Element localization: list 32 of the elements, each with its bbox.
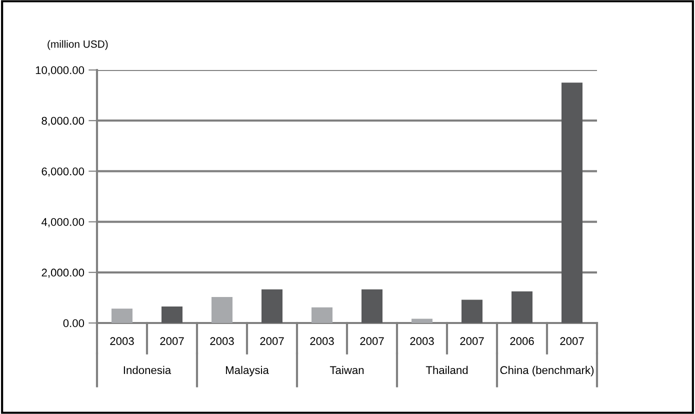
text: China (benchmark) [500,366,594,376]
x-tick-label: 2003 [210,337,234,346]
x-tick-label: 2007 [160,337,184,346]
bar [362,289,382,323]
y-tick-label: 2,000.00 [42,268,84,278]
x-tick-label: 2006 [510,337,534,346]
text: Indonesia [124,366,172,374]
text: Taiwan [330,366,364,374]
x-tick-label: 2007 [360,337,384,346]
x-tick-label: 2003 [410,337,434,346]
bar [462,300,482,323]
bar [262,289,282,323]
x-tick-label: 2003 [310,337,334,346]
bar [212,296,232,323]
x-tick-label: 2007 [460,337,484,346]
y-tick-label: 8,000.00 [42,116,84,126]
y-tick-label: 6,000.00 [42,167,84,177]
bar [512,291,532,323]
bar [562,82,582,323]
y-tick-label: 0.00 [63,319,84,328]
x-tick-label: 2007 [260,337,284,346]
text: Thailand [426,366,468,374]
x-tick-label: 2003 [110,337,134,346]
y-axis-title: (million USD) [48,40,108,50]
text: Malaysia [226,366,269,376]
y-tick-label: 10,000.00 [36,66,84,76]
bar [162,306,182,323]
bar [412,318,432,323]
bar [112,308,132,323]
x-tick-label: 2007 [560,337,584,346]
y-tick-label: 4,000.00 [42,218,84,228]
bar [312,307,332,323]
